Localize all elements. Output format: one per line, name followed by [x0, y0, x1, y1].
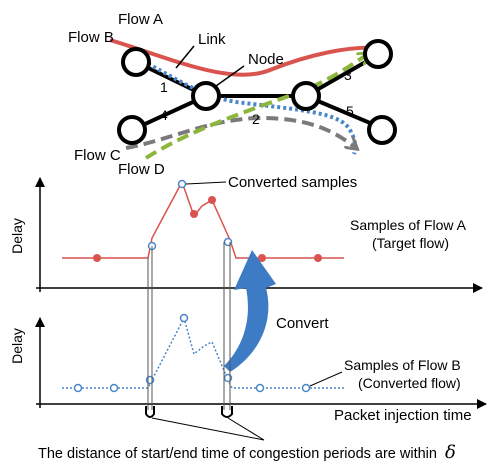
node-label: Node	[248, 51, 284, 68]
network-topology: Flow A Flow B Link Node Flow C Flow D 1 …	[68, 11, 397, 178]
caption-text: The distance of start/end time of conges…	[38, 446, 437, 462]
flow-a-sample	[190, 210, 198, 218]
flow-a-series-label-line1: Samples of Flow A	[350, 217, 467, 233]
link-number-1: 1	[160, 79, 168, 95]
flow-b-path	[125, 52, 358, 155]
start-time-bracket	[145, 406, 155, 418]
nodes	[117, 39, 397, 145]
node-right	[291, 81, 321, 111]
node-right-bottom	[367, 115, 397, 145]
flow-a-sample	[208, 196, 216, 204]
flow-b-label-pointer	[309, 371, 343, 387]
flow-a-delay-line	[62, 180, 344, 259]
end-time-bracket	[221, 406, 233, 418]
node-left-bottom	[117, 115, 147, 145]
flow-a-label: Flow A	[118, 11, 163, 28]
link-number-5: 5	[346, 103, 354, 119]
flow-b-sample	[255, 383, 265, 393]
flow-a-samples	[93, 196, 322, 262]
convert-arrow: Convert	[224, 250, 329, 372]
flow-a-series-label-line2: (Target flow)	[372, 235, 449, 251]
flow-a-sample	[314, 254, 322, 262]
caption-pointer-left	[151, 417, 265, 441]
caption: The distance of start/end time of conges…	[38, 442, 456, 463]
convert-arrow-shape	[224, 250, 276, 372]
flow-b-label: Flow B	[68, 29, 114, 46]
flow-c-label: Flow C	[74, 147, 121, 164]
flow-b-series-label-line1: Samples of Flow B	[344, 357, 461, 373]
convert-label: Convert	[276, 315, 329, 332]
link-number-3: 3	[344, 67, 352, 83]
flow-d-path	[144, 54, 368, 160]
flow-d-label: Flow D	[118, 161, 165, 178]
flow-b-sample	[73, 383, 83, 393]
flow-a-sample	[93, 254, 101, 262]
upper-y-axis-label: Delay	[9, 218, 25, 254]
flow-b-sample	[301, 383, 311, 393]
lower-y-axis-label: Delay	[9, 328, 25, 364]
flow-c-path	[125, 115, 356, 148]
link-number-4: 4	[160, 107, 168, 123]
converted-sample	[177, 179, 187, 189]
flow-a-sample	[258, 254, 266, 262]
converted-samples-pointer	[185, 181, 227, 185]
flow-b-sample	[109, 383, 119, 393]
node-right-top	[363, 39, 393, 69]
link-label: Link	[198, 31, 226, 48]
flow-b-series-label-line2: (Converted flow)	[358, 375, 461, 391]
node-label-pointer	[215, 65, 245, 87]
flow-b-sample	[179, 313, 189, 323]
link-number-2: 2	[252, 111, 260, 127]
converted-samples-label: Converted samples	[228, 174, 357, 191]
caption-pointer-right	[227, 417, 265, 441]
caption-delta-symbol: δ	[445, 442, 456, 463]
flow-a-path	[109, 38, 379, 77]
node-left-top	[121, 47, 151, 77]
node-center	[191, 81, 221, 111]
lower-x-axis-label: Packet injection time	[334, 407, 472, 424]
flow-b-samples	[73, 313, 311, 393]
link-label-pointer	[175, 45, 195, 69]
congestion-markers	[145, 242, 265, 441]
